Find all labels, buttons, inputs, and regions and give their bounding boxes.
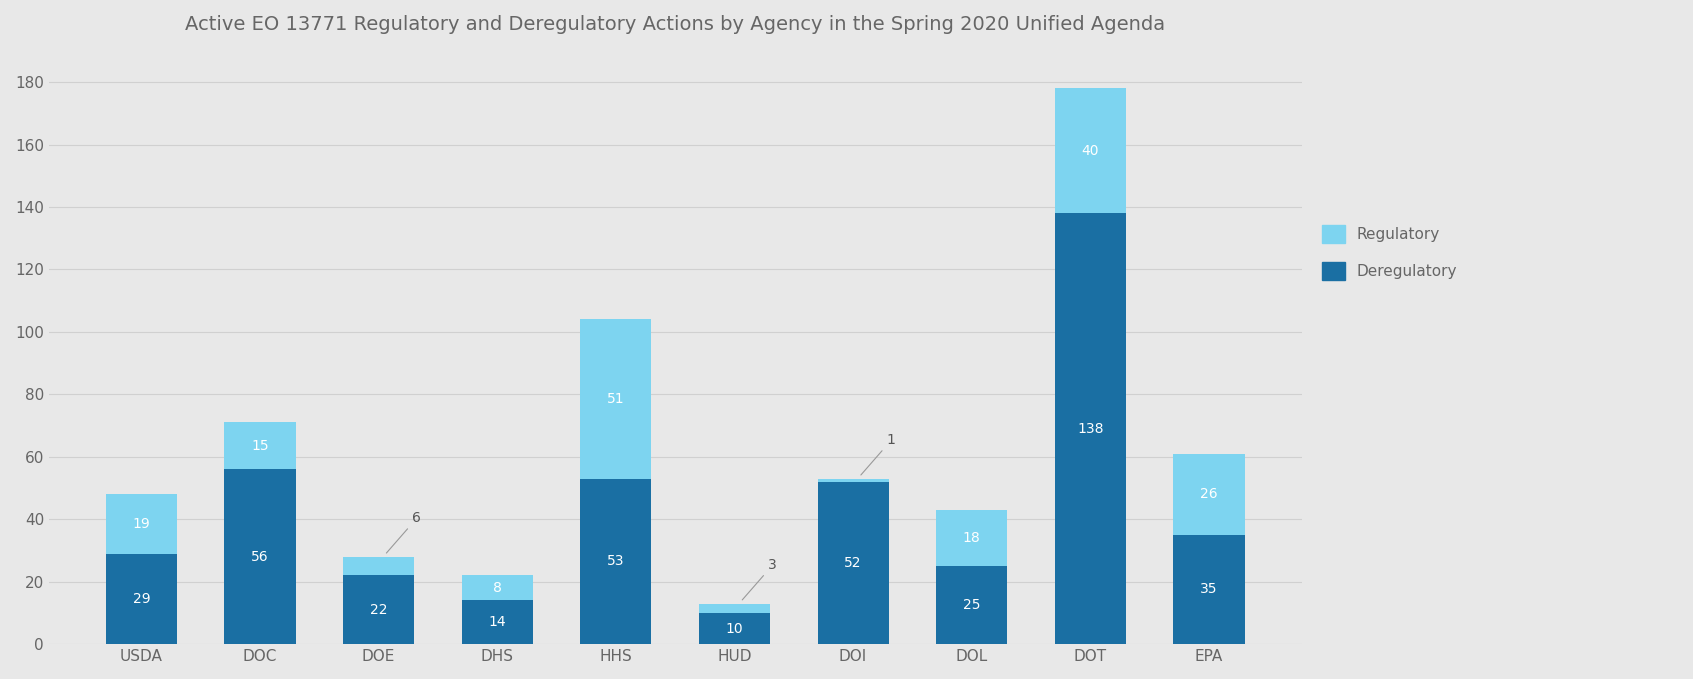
Text: 52: 52 <box>845 556 862 570</box>
Bar <box>1055 213 1126 644</box>
Text: 138: 138 <box>1077 422 1104 436</box>
Bar <box>1173 535 1244 644</box>
Text: 15: 15 <box>251 439 269 453</box>
Bar <box>225 422 296 469</box>
Bar <box>105 494 178 553</box>
Bar <box>699 613 770 644</box>
Text: 51: 51 <box>608 392 625 406</box>
Text: 6: 6 <box>386 511 422 553</box>
Text: 40: 40 <box>1082 144 1099 158</box>
Text: 10: 10 <box>726 621 743 636</box>
Legend: Regulatory, Deregulatory: Regulatory, Deregulatory <box>1322 225 1458 280</box>
Text: 26: 26 <box>1200 488 1217 501</box>
Text: 25: 25 <box>963 598 980 612</box>
Text: 14: 14 <box>489 615 506 629</box>
Text: 29: 29 <box>132 592 151 606</box>
Text: 19: 19 <box>132 517 151 531</box>
Text: 1: 1 <box>860 433 896 475</box>
Bar <box>699 604 770 613</box>
Text: 18: 18 <box>963 531 980 545</box>
Text: 3: 3 <box>742 558 777 600</box>
Text: 35: 35 <box>1200 583 1217 596</box>
Bar <box>344 557 415 575</box>
Bar <box>1055 88 1126 213</box>
Bar <box>105 553 178 644</box>
Bar <box>1173 454 1244 535</box>
Bar <box>936 510 1007 566</box>
Text: 22: 22 <box>369 603 388 617</box>
Bar <box>818 482 889 644</box>
Title: Active EO 13771 Regulatory and Deregulatory Actions by Agency in the Spring 2020: Active EO 13771 Regulatory and Deregulat… <box>185 15 1165 34</box>
Bar <box>581 319 652 479</box>
Bar <box>344 575 415 644</box>
Bar <box>462 575 533 600</box>
Text: 53: 53 <box>608 554 625 568</box>
Text: 56: 56 <box>251 550 269 564</box>
Bar <box>225 469 296 644</box>
Bar <box>818 479 889 482</box>
Text: 8: 8 <box>493 581 501 595</box>
Bar <box>581 479 652 644</box>
Bar <box>936 566 1007 644</box>
Bar <box>462 600 533 644</box>
